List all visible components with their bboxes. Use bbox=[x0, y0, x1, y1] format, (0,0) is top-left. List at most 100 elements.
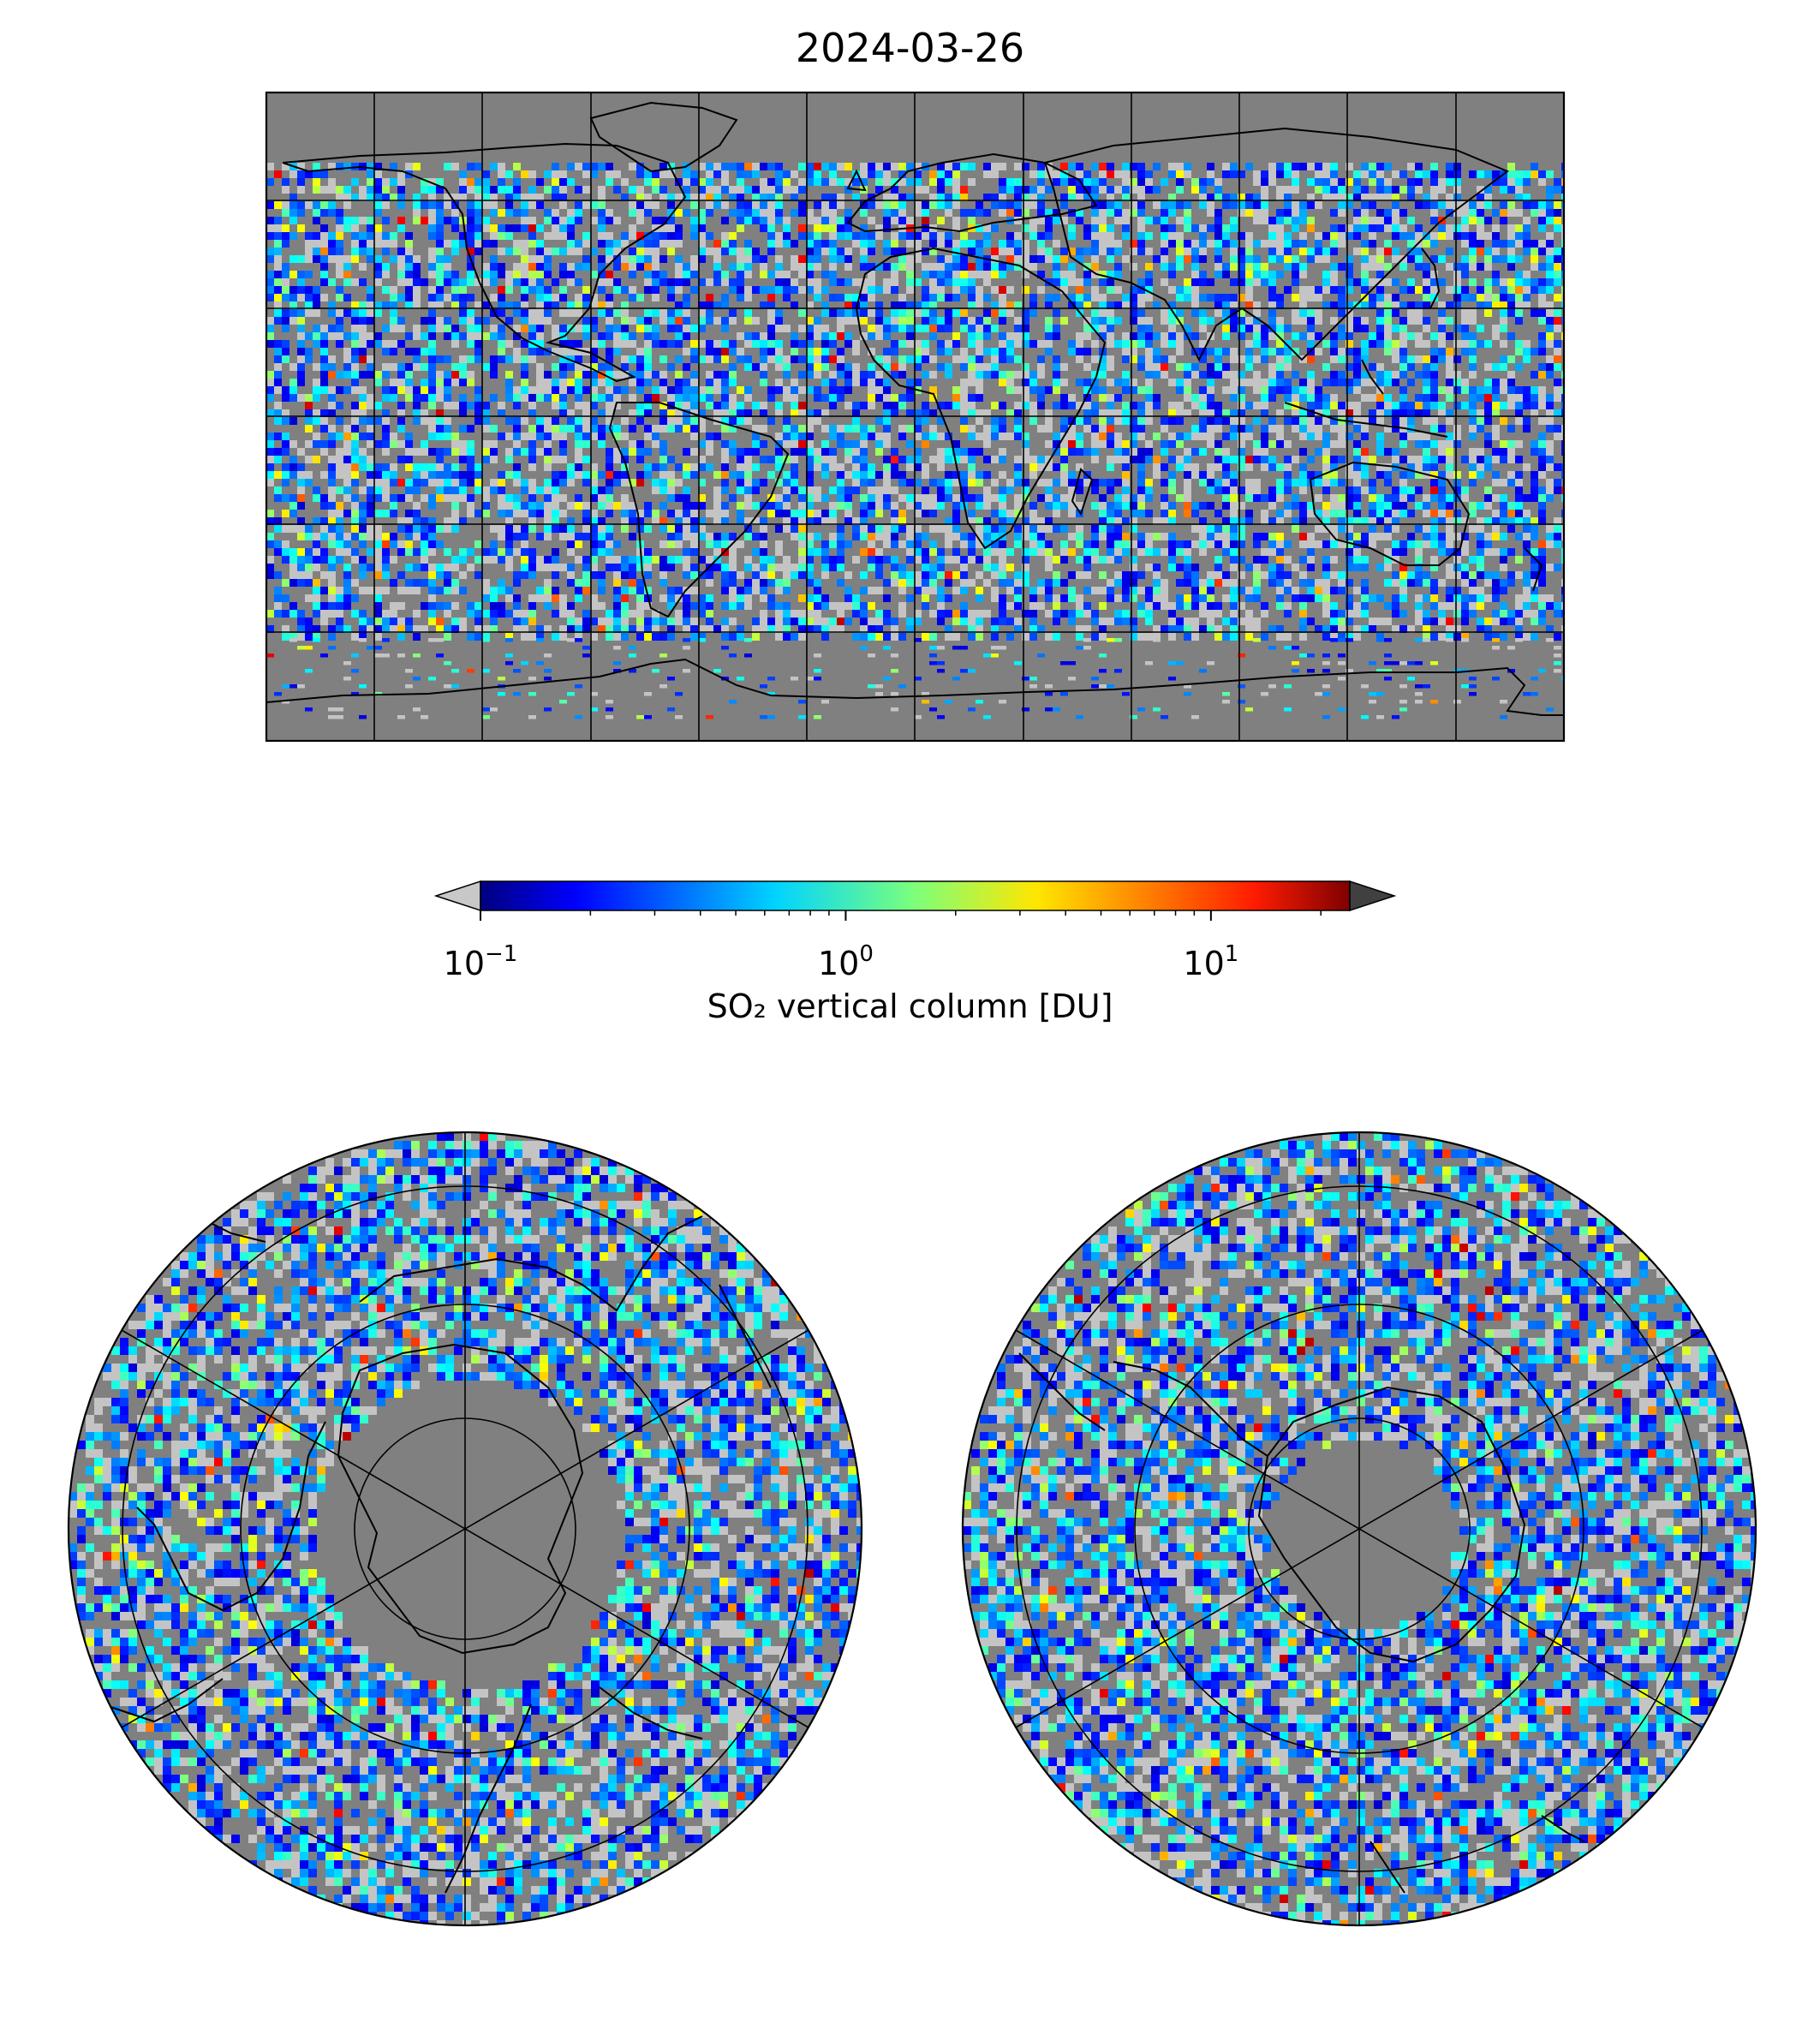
data-cell bbox=[891, 178, 898, 186]
data-cell bbox=[713, 170, 721, 178]
data-cell bbox=[999, 348, 1006, 355]
data-cell bbox=[968, 355, 976, 363]
data-cell bbox=[1176, 456, 1184, 463]
data-cell bbox=[798, 510, 806, 517]
data-cell bbox=[1361, 186, 1369, 194]
data-cell bbox=[505, 170, 513, 178]
data-cell bbox=[1292, 409, 1299, 417]
data-cell bbox=[1430, 402, 1438, 409]
data-cell bbox=[898, 217, 906, 224]
data-cell bbox=[1022, 448, 1029, 456]
data-cell bbox=[652, 433, 659, 440]
data-cell bbox=[1137, 186, 1145, 194]
data-cell bbox=[1268, 271, 1276, 278]
data-cell bbox=[644, 271, 652, 278]
data-cell bbox=[675, 379, 683, 386]
data-cell bbox=[1214, 217, 1222, 224]
data-cell bbox=[814, 348, 821, 355]
data-cell bbox=[875, 448, 883, 456]
data-cell bbox=[613, 448, 621, 456]
data-cell bbox=[652, 394, 659, 402]
data-cell bbox=[1392, 456, 1399, 463]
data-cell bbox=[1022, 240, 1029, 248]
data-cell bbox=[505, 286, 513, 294]
data-cell bbox=[1531, 201, 1538, 209]
data-cell bbox=[382, 178, 390, 186]
data-cell bbox=[752, 286, 760, 294]
data-cell bbox=[1214, 409, 1222, 417]
data-cell bbox=[737, 456, 744, 463]
data-cell bbox=[1484, 301, 1492, 309]
data-cell bbox=[1407, 463, 1415, 471]
data-cell bbox=[413, 255, 421, 263]
data-cell bbox=[1484, 263, 1492, 271]
data-cell bbox=[382, 325, 390, 332]
data-cell bbox=[760, 163, 767, 170]
data-cell bbox=[1500, 186, 1507, 194]
data-cell bbox=[1099, 186, 1107, 194]
data-cell bbox=[1346, 271, 1353, 278]
data-cell bbox=[289, 463, 297, 471]
data-cell bbox=[351, 463, 359, 471]
data-cell bbox=[1399, 502, 1407, 510]
data-cell bbox=[1091, 224, 1099, 232]
data-cell bbox=[1338, 402, 1346, 409]
data-cell bbox=[436, 379, 444, 386]
data-cell bbox=[1361, 286, 1369, 294]
data-cell bbox=[305, 348, 313, 355]
data-cell bbox=[1022, 479, 1029, 486]
data-cell bbox=[1484, 217, 1492, 224]
data-cell bbox=[806, 325, 814, 332]
data-cell bbox=[1253, 417, 1261, 425]
data-cell bbox=[405, 301, 413, 309]
data-cell bbox=[590, 371, 598, 379]
data-cell bbox=[829, 209, 837, 217]
data-cell bbox=[405, 448, 413, 456]
data-cell bbox=[1122, 386, 1130, 394]
data-cell bbox=[567, 224, 575, 232]
data-cell bbox=[952, 263, 960, 271]
data-cell bbox=[1268, 232, 1276, 240]
data-cell bbox=[1253, 494, 1261, 502]
data-cell bbox=[351, 248, 359, 255]
data-cell bbox=[1184, 278, 1191, 286]
data-cell bbox=[1515, 386, 1523, 394]
data-cell bbox=[945, 348, 952, 355]
data-cell bbox=[1029, 232, 1037, 240]
data-cell bbox=[1469, 340, 1477, 348]
data-cell bbox=[367, 371, 374, 379]
data-cell bbox=[721, 386, 729, 394]
data-cell bbox=[590, 217, 598, 224]
data-cell bbox=[1060, 494, 1068, 502]
data-cell bbox=[844, 263, 852, 271]
data-cell bbox=[482, 456, 490, 463]
data-cell bbox=[559, 309, 567, 317]
data-cell bbox=[1130, 456, 1137, 463]
data-cell bbox=[1029, 417, 1037, 425]
data-cell bbox=[1253, 178, 1261, 186]
data-cell bbox=[274, 301, 282, 309]
data-cell bbox=[282, 463, 289, 471]
data-cell bbox=[1546, 417, 1554, 425]
data-cell bbox=[1461, 209, 1469, 217]
data-cell bbox=[883, 163, 891, 170]
data-cell bbox=[659, 340, 667, 348]
data-cell bbox=[1531, 309, 1538, 317]
data-cell bbox=[775, 178, 783, 186]
data-cell bbox=[898, 425, 906, 433]
data-cell bbox=[621, 317, 629, 325]
data-cell bbox=[1515, 294, 1523, 301]
data-cell bbox=[806, 340, 814, 348]
data-cell bbox=[328, 463, 336, 471]
data-cell bbox=[1507, 201, 1515, 209]
data-cell bbox=[860, 371, 868, 379]
data-cell bbox=[1145, 263, 1153, 271]
data-cell bbox=[914, 163, 922, 170]
data-cell bbox=[1107, 232, 1114, 240]
data-cell bbox=[621, 194, 629, 201]
data-cell bbox=[1330, 417, 1338, 425]
data-cell bbox=[1199, 502, 1207, 510]
data-cell bbox=[1500, 286, 1507, 294]
data-cell bbox=[390, 471, 397, 479]
data-cell bbox=[644, 263, 652, 271]
